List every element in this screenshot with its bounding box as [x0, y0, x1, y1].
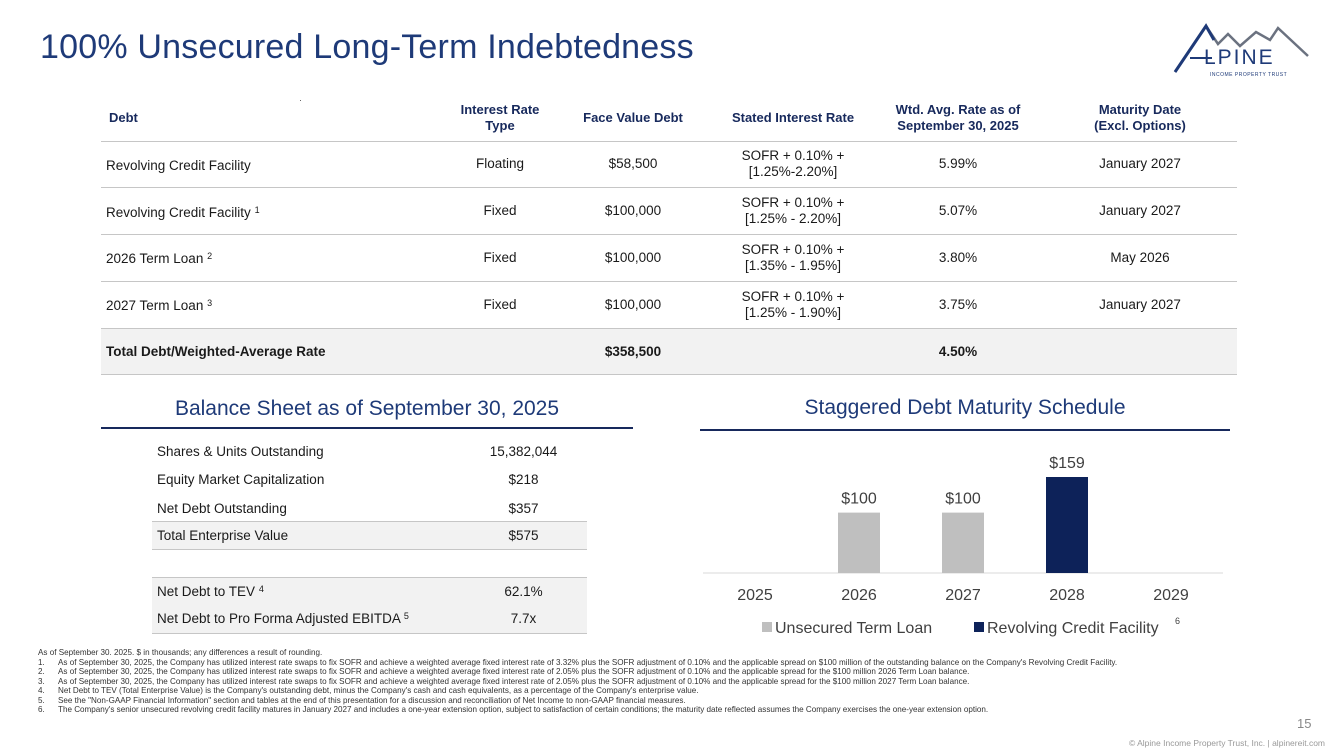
legend-swatch-1	[974, 622, 984, 632]
bar-2026-series-0	[838, 512, 880, 573]
cell-wtd: 3.75%	[873, 280, 1043, 329]
cell-total-face: $358,500	[553, 327, 713, 376]
cell-type: Fixed	[447, 234, 553, 282]
maturity-chart-rule	[700, 429, 1230, 431]
x-tick-2029: 2029	[1153, 587, 1189, 604]
maturity-chart-svg: 2025 $100 2026 $100 2027 $159 2028 2029 Unsecure…	[703, 455, 1223, 637]
balance-sheet-rule	[101, 427, 633, 429]
table-header-row: Debt Interest Rate Type Face Value Debt …	[101, 96, 1237, 141]
legend-swatch-0	[762, 622, 772, 632]
cell-wtd: 5.99%	[873, 140, 1043, 188]
cell-type: Floating	[447, 140, 553, 188]
footnote: 4. Net Debt to TEV (Total Enterprise Valu…	[38, 686, 699, 695]
table-row: Revolving Credit Facility Floating $58,50…	[101, 140, 1237, 188]
balance-row-net-debt-tev: Net Debt to TEV 4 62.1%	[152, 577, 587, 606]
cell-stated-rate: SOFR + 0.10% + [1.25% - 2.20%]	[713, 187, 873, 235]
x-tick-2028: 2028	[1049, 587, 1085, 604]
maturity-chart-title: Staggered Debt Maturity Schedule	[804, 396, 1126, 419]
cell-debt: Revolving Credit Facility 1	[101, 187, 447, 235]
cell-type: Fixed	[447, 187, 553, 235]
footnote: 6. The Company's senior unsecured revolvi…	[38, 705, 989, 714]
table-row: 2027 Term Loan 3 Fixed $100,000 SOFR + 0.10…	[101, 280, 1237, 329]
cell-debt: Revolving Credit Facility	[101, 140, 447, 188]
footnote: 5. See the "Non-GAAP Financial Informatio…	[38, 695, 686, 705]
x-tick-2025: 2025	[737, 587, 773, 604]
mountain-a-logo-icon	[1173, 23, 1309, 73]
cell-debt: 2026 Term Loan 2	[101, 234, 447, 282]
cell-face: $100,000	[553, 234, 713, 282]
header-face-value: Face Value Debt	[583, 110, 683, 126]
cell-maturity: May 2026	[1043, 234, 1237, 282]
legend-label-0: Unsecured Term Loan	[775, 620, 932, 637]
legend-footnote-ref: 6	[1175, 616, 1180, 626]
data-label-2027: $100	[945, 491, 981, 508]
cell-maturity: January 2027	[1043, 140, 1237, 188]
footnote: 2. As of September 30, 2025, the Company …	[38, 667, 970, 676]
cell-stated-rate: SOFR + 0.10% + [1.25% - 1.90%]	[713, 280, 873, 329]
table-total-row: Total Debt/Weighted-Average Rate $358,500…	[101, 327, 1237, 376]
logo-subtext: INCOME PROPERTY TRUST	[1210, 72, 1288, 78]
cell-face: $58,500	[553, 140, 713, 188]
balance-row: Net Debt Outstanding $357	[157, 500, 539, 516]
table-row: Revolving Credit Facility 1 Fixed $100,000…	[101, 187, 1237, 235]
company-logo: LPINE INCOME PROPERTY TRUST	[1170, 18, 1310, 78]
stray-mark	[300, 100, 301, 101]
cell-total-wtd: 4.50%	[873, 327, 1043, 376]
cell-stated-rate: SOFR + 0.10% + [1.25%-2.20%]	[713, 140, 873, 188]
header-wtd-avg-rate: Wtd. Avg. Rate as of September 30, 2025	[895, 102, 1021, 134]
header-maturity-date: Maturity Date (Excl. Options)	[1094, 102, 1186, 134]
x-tick-2026: 2026	[841, 587, 877, 604]
cell-maturity: January 2027	[1043, 280, 1237, 329]
footnotes: As of September 30. 2025. $ in thousands…	[38, 648, 1258, 715]
balance-row: Equity Market Capitalization $218	[157, 471, 539, 487]
footnote: 1. As of September 30, 2025, the Company …	[38, 657, 1118, 667]
copyright: © Alpine Income Property Trust, Inc. | a…	[1128, 738, 1325, 748]
cell-wtd: 5.07%	[873, 187, 1043, 235]
cell-face: $100,000	[553, 187, 713, 235]
page-number: 15	[1297, 716, 1312, 731]
debt-table: Debt Interest Rate Type Face Value Debt …	[101, 96, 1237, 376]
cell-face: $100,000	[553, 280, 713, 329]
maturity-chart: 2025 $100 2026 $100 2027 $159 2028 2029 Unsecure…	[700, 440, 1230, 640]
table-row: 2026 Term Loan 2 Fixed $100,000 SOFR + 0.10…	[101, 234, 1237, 282]
header-interest-rate-type: Interest Rate Type	[460, 102, 540, 134]
balance-sheet-title: Balance Sheet as of September 30, 2025	[174, 397, 560, 420]
balance-row: Shares & Units Outstanding 15,382,044	[157, 443, 558, 459]
bar-2028-series-1	[1046, 477, 1088, 573]
legend-label-1: Revolving Credit Facility	[987, 620, 1159, 637]
cell-maturity: January 2027	[1043, 187, 1237, 235]
cell-debt: 2027 Term Loan 3	[101, 280, 447, 329]
balance-row-total-ev: Total Enterprise Value $575	[152, 521, 587, 550]
header-stated-rate: Stated Interest Rate	[731, 110, 855, 126]
footnote: 3. As of September 30, 2025, the Company …	[38, 676, 970, 686]
cell-type: Fixed	[447, 280, 553, 329]
logo-text: LPINE	[1204, 46, 1275, 69]
bar-2027-series-0	[942, 512, 984, 573]
cell-wtd: 3.80%	[873, 234, 1043, 282]
cell-total-label: Total Debt/Weighted-Average Rate	[101, 327, 447, 376]
footnote-intro: As of September 30. 2025. $ in thousands…	[38, 648, 323, 657]
header-debt: Debt	[109, 110, 138, 126]
cell-stated-rate: SOFR + 0.10% + [1.35% - 1.95%]	[713, 234, 873, 282]
page-title: 100% Unsecured Long-Term Indebtedness	[40, 28, 694, 66]
x-tick-2027: 2027	[945, 587, 981, 604]
data-label-2028: $159	[1049, 455, 1085, 472]
data-label-2026: $100	[841, 491, 877, 508]
